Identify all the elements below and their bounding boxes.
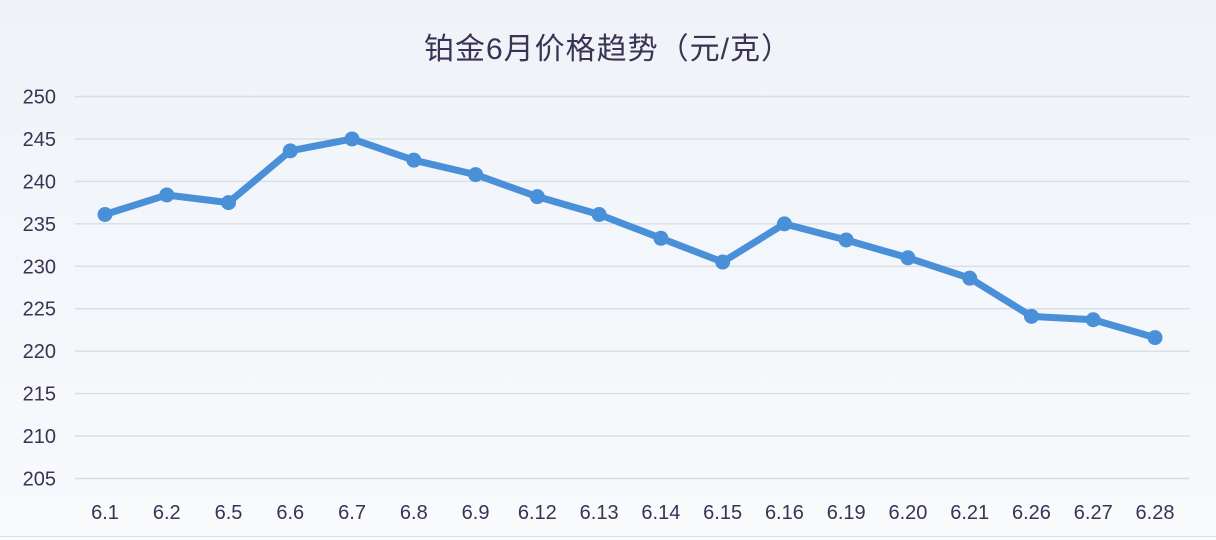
x-tick-label: 6.16 (765, 502, 804, 524)
x-tick-label: 6.28 (1136, 502, 1175, 524)
data-point (1023, 308, 1039, 324)
x-tick-label: 6.20 (888, 502, 927, 524)
x-tick-label: 6.5 (215, 502, 243, 524)
x-tick-label: 6.7 (338, 502, 366, 524)
x-tick-label: 6.12 (518, 502, 557, 524)
y-tick-label: 225 (23, 299, 56, 321)
x-tick-label: 6.2 (153, 502, 181, 524)
x-tick-label: 6.9 (462, 502, 490, 524)
data-point (591, 206, 607, 222)
data-point (97, 206, 113, 222)
data-point (406, 152, 422, 168)
data-point (653, 230, 669, 246)
data-point (715, 254, 731, 270)
data-point (221, 195, 237, 211)
y-tick-label: 220 (23, 341, 56, 363)
y-tick-label: 235 (23, 214, 56, 236)
data-point (776, 216, 792, 232)
y-tick-label: 230 (23, 256, 56, 278)
x-tick-label: 6.19 (827, 502, 866, 524)
y-tick-label: 215 (23, 384, 56, 406)
x-tick-label: 6.14 (641, 502, 680, 524)
x-tick-label: 6.13 (580, 502, 619, 524)
x-tick-label: 6.6 (276, 502, 304, 524)
data-point (529, 189, 545, 205)
data-point (838, 232, 854, 248)
data-point (900, 250, 916, 266)
card-bottom-edge (0, 536, 1216, 537)
data-point (159, 187, 175, 203)
x-tick-label: 6.26 (1012, 502, 1051, 524)
card-bottom-shadow (0, 537, 1216, 540)
y-tick-label: 240 (23, 171, 56, 193)
x-tick-label: 6.8 (400, 502, 428, 524)
data-point (468, 167, 484, 183)
data-point (1147, 330, 1163, 346)
x-tick-label: 6.1 (91, 502, 119, 524)
data-point (962, 270, 978, 286)
data-point (282, 143, 298, 159)
chart-title: 铂金6月价格趋势（元/克） (423, 33, 793, 66)
series-line (101, 135, 1159, 342)
x-tick-label: 6.27 (1074, 502, 1113, 524)
x-tick-label: 6.21 (950, 502, 989, 524)
data-point (1085, 312, 1101, 328)
y-tick-label: 210 (23, 426, 56, 448)
y-tick-label: 205 (23, 469, 56, 491)
y-tick-label: 245 (23, 129, 56, 151)
x-tick-label: 6.15 (703, 502, 742, 524)
y-tick-label: 250 (23, 87, 56, 109)
data-point (344, 131, 360, 147)
